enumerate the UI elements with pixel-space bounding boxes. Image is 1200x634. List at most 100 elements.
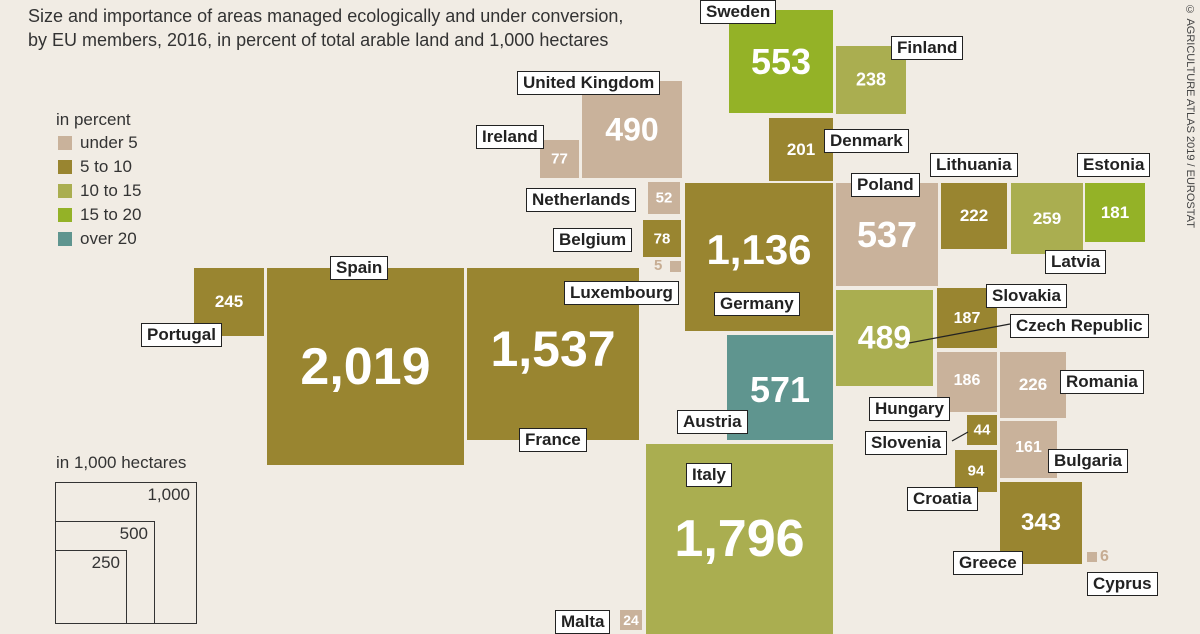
country-label-latvia: Latvia — [1045, 250, 1107, 274]
country-label-uk: United Kingdom — [517, 71, 661, 95]
country-label-lithuania: Lithuania — [930, 153, 1018, 177]
leader-line-slovenia — [951, 431, 969, 442]
country-square-malta: 24 — [620, 610, 642, 630]
country-value-uk: 490 — [605, 111, 659, 147]
country-value-estonia: 181 — [1100, 202, 1130, 222]
country-value-cyprus: 6 — [1100, 548, 1109, 565]
country-label-portugal: Portugal — [141, 323, 222, 347]
country-value-netherlands: 52 — [655, 189, 673, 207]
country-square-luxembourg — [670, 261, 681, 272]
country-label-hungary: Hungary — [869, 397, 950, 421]
country-label-italy: Italy — [686, 463, 733, 487]
country-value-romania: 226 — [1018, 375, 1048, 394]
country-label-malta: Malta — [555, 610, 611, 634]
size-ref-500-label: 500 — [119, 524, 148, 543]
country-value-bulgaria: 161 — [1015, 439, 1042, 457]
country-square-czech: 489 — [836, 290, 933, 386]
country-square-france: 1,537 — [467, 268, 639, 440]
country-square-belgium: 78 — [643, 220, 681, 257]
country-value-portugal: 245 — [214, 292, 244, 311]
legend-item-over-20: over 20 — [58, 229, 137, 248]
legend-swatch — [58, 232, 72, 246]
country-label-czech: Czech Republic — [1010, 314, 1149, 338]
country-value-austria: 571 — [749, 368, 811, 410]
country-label-finland: Finland — [891, 36, 964, 60]
country-square-netherlands: 52 — [648, 182, 680, 214]
country-label-cyprus: Cyprus — [1087, 572, 1158, 596]
country-label-slovakia: Slovakia — [986, 284, 1067, 308]
country-value-poland: 537 — [856, 213, 918, 255]
country-square-lithuania: 222 — [941, 183, 1007, 249]
country-square-croatia: 94 — [955, 450, 997, 492]
country-label-spain: Spain — [330, 256, 389, 280]
legend-swatch — [58, 136, 72, 150]
country-square-latvia: 259 — [1011, 183, 1083, 254]
country-value-france: 1,537 — [490, 320, 616, 377]
country-label-romania: Romania — [1060, 370, 1144, 394]
credit: © AGRICULTURE ATLAS 2019 / EUROSTAT — [1184, 4, 1196, 228]
country-label-denmark: Denmark — [824, 129, 909, 153]
country-value-spain: 2,019 — [300, 337, 431, 396]
legend-item-5-10: 5 to 10 — [58, 157, 132, 176]
legend-swatch — [58, 208, 72, 222]
country-square-romania: 226 — [1000, 352, 1066, 418]
country-value-germany: 1,136 — [706, 225, 812, 273]
country-value-luxembourg: 5 — [654, 257, 663, 274]
country-value-greece: 343 — [1020, 509, 1062, 536]
country-label-ireland: Ireland — [476, 125, 544, 149]
legend-item-10-15: 10 to 15 — [58, 181, 141, 200]
country-square-bulgaria: 161 — [1000, 421, 1057, 478]
country-value-czech: 489 — [857, 319, 912, 356]
country-label-slovenia: Slovenia — [865, 431, 947, 455]
legend-swatch — [58, 184, 72, 198]
country-label-poland: Poland — [851, 173, 920, 197]
country-value-slovakia: 187 — [953, 310, 981, 328]
country-value-belgium: 78 — [653, 230, 671, 247]
country-value-croatia: 94 — [967, 462, 985, 480]
country-square-italy: 1,796 — [646, 444, 833, 634]
country-value-lithuania: 222 — [959, 206, 989, 225]
country-label-sweden: Sweden — [700, 0, 777, 24]
country-label-croatia: Croatia — [907, 487, 978, 511]
country-value-ireland: 77 — [551, 150, 568, 168]
country-value-finland: 238 — [855, 69, 887, 90]
country-label-netherlands: Netherlands — [526, 188, 637, 212]
legend-item-under-5: under 5 — [58, 133, 138, 152]
country-square-sweden: 553 — [729, 10, 833, 113]
country-square-spain: 2,019 — [267, 268, 464, 465]
legend-label: under 5 — [80, 133, 138, 152]
country-square-portugal: 245 — [194, 268, 264, 336]
legend-label: 15 to 20 — [80, 205, 142, 224]
size-legend-title: in 1,000 hectares — [56, 453, 187, 472]
country-square-ireland: 77 — [540, 140, 579, 178]
country-square-greece: 343 — [1000, 482, 1082, 564]
country-label-france: France — [519, 428, 587, 452]
country-square-denmark: 201 — [769, 118, 833, 181]
country-square-cyprus — [1087, 552, 1097, 562]
legend-item-15-20: 15 to 20 — [58, 205, 142, 224]
legend-swatch — [58, 160, 72, 174]
legend-label: over 20 — [80, 229, 137, 248]
country-value-hungary: 186 — [953, 371, 981, 389]
country-square-uk: 490 — [582, 81, 682, 178]
country-value-slovenia: 44 — [973, 421, 991, 439]
subtitle-line-2: by EU members, 2016, in percent of total… — [28, 30, 609, 50]
country-label-greece: Greece — [953, 551, 1023, 575]
country-label-austria: Austria — [677, 410, 748, 434]
country-value-italy: 1,796 — [674, 510, 805, 568]
country-square-slovenia: 44 — [967, 415, 997, 445]
country-square-poland: 537 — [836, 183, 938, 286]
subtitle: Size and importance of areas managed eco… — [28, 4, 623, 52]
country-value-sweden: 553 — [750, 40, 812, 82]
size-ref-250: 250 — [55, 550, 127, 624]
country-value-denmark: 201 — [786, 139, 816, 159]
subtitle-line-1: Size and importance of areas managed eco… — [28, 6, 624, 26]
country-square-estonia: 181 — [1085, 183, 1145, 242]
size-ref-250-label: 250 — [91, 553, 120, 572]
country-label-estonia: Estonia — [1077, 153, 1151, 177]
country-value-latvia: 259 — [1032, 208, 1062, 228]
country-value-malta: 24 — [623, 612, 639, 628]
legend-label: 5 to 10 — [80, 157, 132, 176]
country-label-bulgaria: Bulgaria — [1048, 449, 1129, 473]
size-ref-1000-label: 1,000 — [147, 485, 190, 504]
